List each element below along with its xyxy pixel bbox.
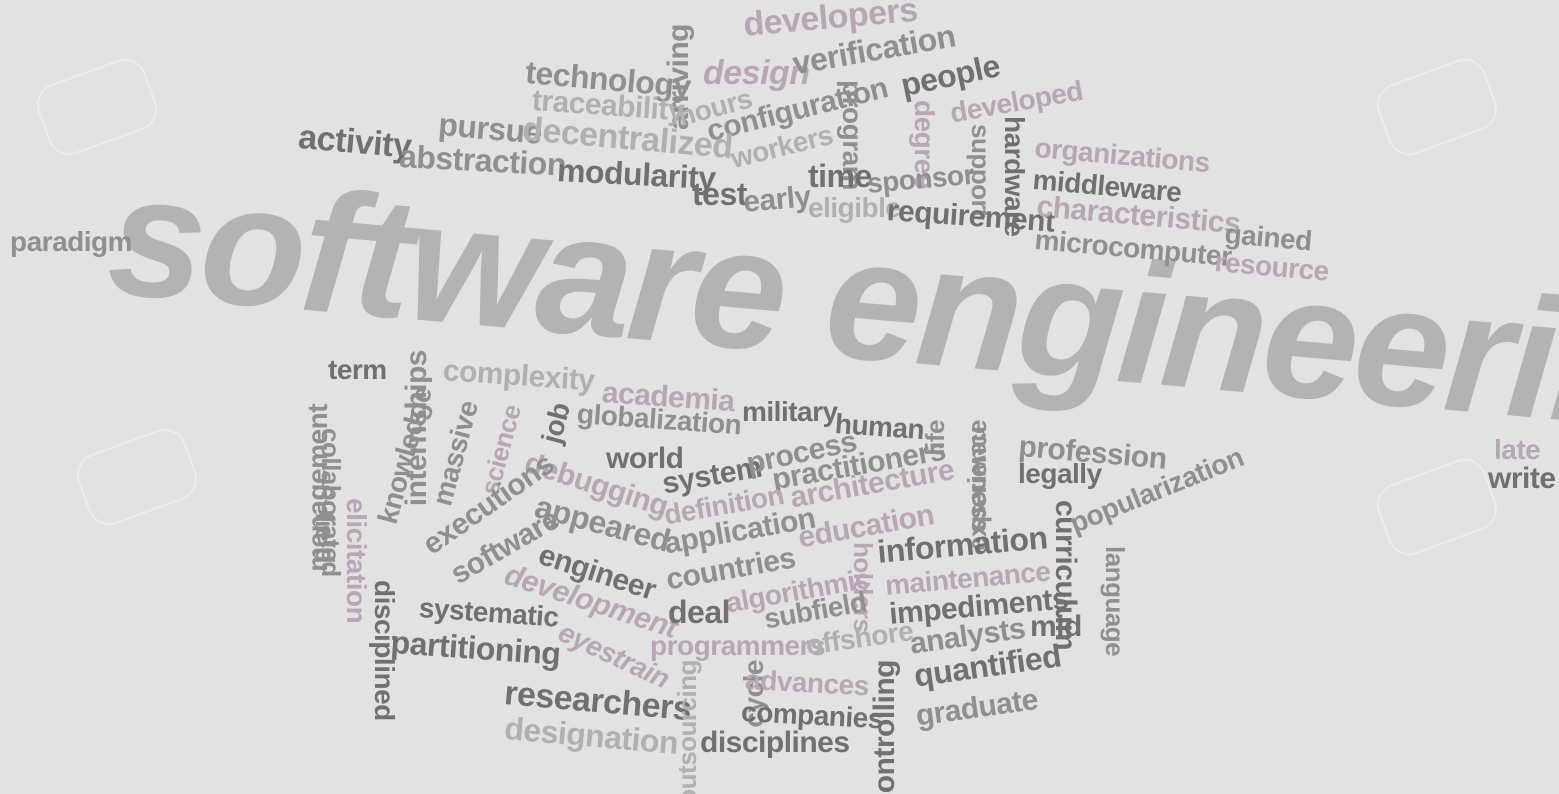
word-newness: newness: [966, 426, 996, 533]
word-military: military: [742, 396, 838, 427]
watermark-shape: [1370, 52, 1504, 162]
word-massive: massive: [426, 397, 485, 509]
word-language: language: [1100, 546, 1130, 657]
word-abstraction: abstraction: [398, 138, 567, 183]
word-world: world: [606, 442, 684, 475]
word-partitioning: partitioning: [389, 624, 562, 672]
word-activity: activity: [296, 118, 413, 166]
word-legally: legally: [1018, 458, 1102, 489]
word-design: design: [703, 54, 810, 92]
word-advances: advances: [744, 664, 870, 702]
word-paradigm: paradigm: [10, 226, 133, 257]
word-write: write: [1488, 462, 1556, 495]
word-eligible: eligible: [808, 192, 901, 223]
word-elicitation: elicitation: [341, 498, 372, 624]
word-graduate: graduate: [913, 682, 1040, 733]
word-late: late: [1494, 434, 1541, 465]
watermark-shape: [70, 422, 204, 532]
word-complexity: complexity: [441, 354, 596, 398]
word-deal: deal: [668, 594, 731, 630]
word-systematic: systematic: [417, 592, 560, 633]
word-programmers: programmers: [650, 630, 826, 661]
word-term: term: [328, 354, 387, 385]
word-controlling: controlling: [868, 660, 901, 794]
word-mid: mid: [1030, 610, 1082, 643]
word-early: early: [741, 180, 813, 219]
watermark-shape: [1370, 452, 1504, 562]
word-test: test: [692, 176, 747, 212]
word-job: job: [535, 399, 577, 447]
word-field: field: [310, 512, 340, 563]
word-disciplines: disciplines: [700, 726, 850, 759]
word-time: time: [808, 158, 872, 194]
